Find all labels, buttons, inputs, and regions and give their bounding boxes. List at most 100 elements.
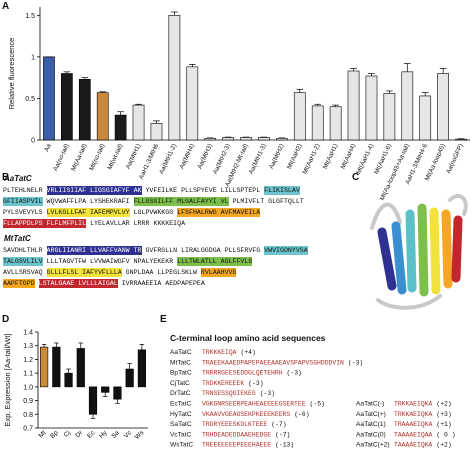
protein-structure [370,194,468,310]
bar [455,138,467,141]
sequence-line: FLLAPPDLPS FLFLMFPLIL LYELAVLLAR LRRR KK… [3,218,345,229]
x-tick-label: Hy [98,429,109,440]
helix-segment: ARGLIIANRI LLVAFFVANW TR [46,246,142,255]
bar [293,92,306,141]
bar [186,66,199,141]
bar [52,346,61,388]
bar [365,75,378,141]
loop-sequence: TRNSESSQGIEKEG [202,390,256,397]
bar [383,93,396,141]
bar [222,137,234,141]
x-tick-label: Aa(MtH1-2) [158,143,178,175]
sequence-segment: LYELAVLLAR LRRR KKKKEIQA [86,220,186,227]
panel-label: B [2,172,9,183]
species-name: AaTatC(-) [356,401,384,408]
bar [150,123,163,141]
loop-sequence-row: TRAEEKAAEDPAPEPAEEAAEAVSPAPVSGHDDDVIN (-3… [202,359,363,366]
loop-charge: (+4) [241,349,256,356]
y-tick-label: 1.5 [25,13,35,20]
sequence-block: PLTEHLNELR VRLIISIIAF LIGSGIAFYF AK YVFE… [3,185,345,229]
loops-title: C-terminal loop amino acid sequences [170,333,326,343]
loop-charge: (-3) [248,380,263,387]
x-tick-label: Cj [63,429,72,438]
x-tick-label: Bp [49,429,60,440]
loop-sequence-row: TRAAAEIQKA (+1) [394,421,452,428]
sequence-segment: PLMIVFLT GLGFTQLLT [228,198,304,205]
helix-segment: RVLAAHVVG [200,268,237,277]
loop-sequence-row: TRKKAEIQKA (+3) [394,411,452,418]
x-tick-label: Ws [134,429,146,441]
helix-segment: FLLAPPDLPS FLFLMFPLIL [3,219,87,228]
x-tick-label: Mt(no-tail) [88,143,106,172]
loop-charge: (-7) [275,431,290,438]
loop-sequence-row: TRRRRGEESEDDGLQETEHRH (-3) [202,370,302,377]
helix-segment: FLIKISLAV [264,186,300,195]
sequence-segment: PYLSVEVYLS [3,209,47,216]
panel-label: E [160,314,167,325]
bar [437,73,449,141]
x-tick-label: Mt(AaH4) [340,143,358,170]
loop-sequence-row: TRKKAEIQKA (+2) [394,401,452,408]
x-tick-label: Aa(MtH2) [268,143,286,170]
species-name: HyTatC [170,411,192,418]
helix-segment: AAPFTGPD [3,279,35,288]
loop-sequence: TRKKAEIQKA [394,401,433,408]
bar [114,114,127,141]
loop-charge: (-3) [260,390,275,397]
x-tick-label: Sa [110,429,121,440]
x-tick-label: Mt(AaH1-4) [355,143,375,175]
helix-segment: GLLLFLSL IAFYVFLLLA [46,268,122,277]
loop-sequence: TRRRRGEESEDDGLQETEHRH [202,370,283,377]
sequence-line: GFIIASPVIL WQVWAFFLPA LYSHEKRAFI FLLGSGI… [3,196,345,207]
sequence-segment: SAVDHLTHLR [3,247,47,254]
loop-sequence: VKAAVVGEAGSEKPKEEEKEERS [202,411,290,418]
bar [276,138,288,141]
loop-charge: (-6) [294,411,309,418]
loop-sequence-row: TAAAAEIQKA (+2) [394,442,452,449]
bar [76,348,85,388]
y-tick-label: 1.4 [23,330,33,337]
loop-sequence-row: VKAAVVGEAGSEKPKEEEKEERS (-6) [202,411,310,418]
bar [125,368,134,388]
y-tick-label: 0.9 [23,398,33,405]
species-name: MtTatC [170,359,191,366]
loop-sequence-row: TRDKKEREEEK (-3) [202,380,264,387]
sequence-line: SAVDHLTHLR ARGLIIANRI LLVAFFVANW TR GVFR… [3,245,345,256]
species-name: AaTatC(+2) [356,442,390,449]
helix-segment: FLLGSGILFF MLGALFAYYI VL [133,197,229,206]
helix-segment: TALGSVLILV [3,257,43,266]
loop-sequence-row: TRHDEADEDDAAEHEDGE (-7) [202,431,290,438]
loop-sequence: TRDRYEEESKDLKTEEE [202,421,267,428]
species-name: BpTatC [170,370,192,377]
x-tick-label: Mt(wt-tail) [106,143,124,171]
bar [101,386,110,393]
sequence-title: MtTatC [4,234,31,243]
sequence-segment: PLTEHLNELR [3,187,47,194]
loop-charge: (-7) [271,421,286,428]
helix-segment: LLLTWLATLL AGLFFVLG [177,257,253,266]
y-tick-label: 0.7 [23,426,33,433]
helix-segment: VWVIGDNYVSA [264,246,308,255]
loop-sequence: TRKKKEIQA [202,349,237,356]
loop-charge: (-3) [348,359,363,366]
x-tick-label: Mt(AaH2) [286,143,304,170]
loop-charge: (-3) [287,370,302,377]
bar [419,95,432,141]
x-tick-label: Mt(Aa-tail) [70,143,89,172]
bar [168,15,181,141]
species-name: DrTatC [170,390,191,397]
bar [78,79,91,141]
sequence-segment: WQVWAFFLPA LYSHEKRAFI [42,198,134,205]
x-tick-label: Aa(MtH4) [178,143,196,170]
bar [258,137,270,141]
loop-sequence: TAAAAEIQKA [394,442,433,449]
helix-segment: VRLIISIIAF LIGSGIAFYF AK [46,186,142,195]
helix-segment: LSTALGAAE LVLLLAIGAL [38,279,118,288]
x-tick-label: Aa(MtH1) [125,143,143,170]
loop-sequence-row: TREEEEEEEPEEEHAEEE (-13) [202,442,294,449]
loop-charge: (-13) [275,442,294,449]
x-tick-label: Mt(AaH1-6) [373,143,393,175]
bar [137,349,146,388]
loop-charge: ( 0 ) [436,431,455,438]
